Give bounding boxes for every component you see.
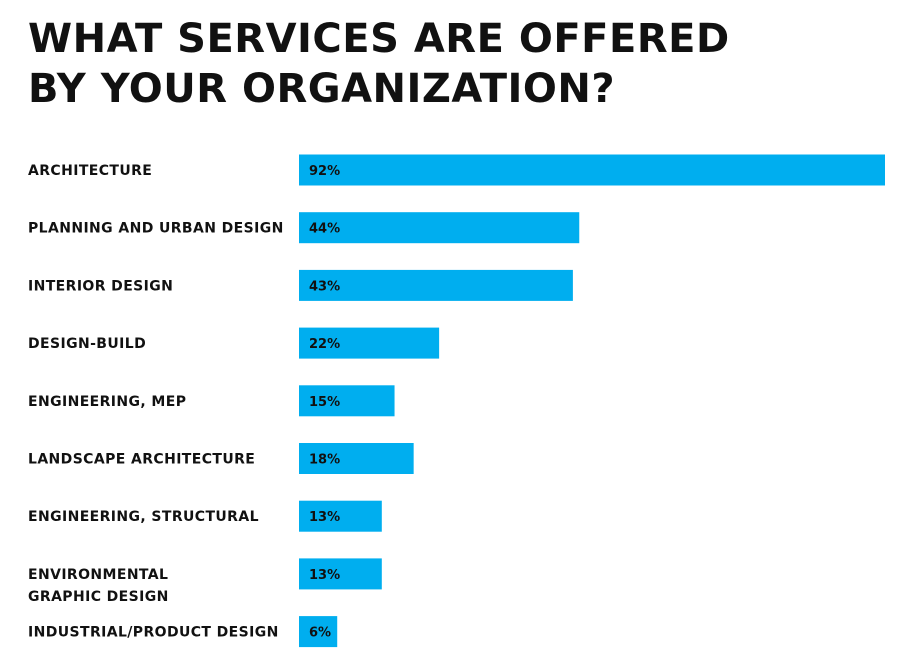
- value-label: 22%: [309, 337, 340, 352]
- value-label: 43%: [309, 279, 340, 294]
- bar: [299, 500, 382, 532]
- category-label: PLANNING AND URBAN DESIGN: [28, 221, 284, 237]
- value-label: 6%: [309, 626, 331, 641]
- category-label: INTERIOR DESIGN: [28, 278, 173, 294]
- chart-title-line-1: WHAT SERVICES ARE OFFERED: [28, 16, 730, 62]
- value-label: 13%: [309, 568, 340, 583]
- value-label: 92%: [309, 164, 340, 179]
- bar: [299, 443, 414, 474]
- bar: [299, 212, 580, 244]
- chart-title: WHAT SERVICES ARE OFFERED BY YOUR ORGANI…: [28, 14, 888, 114]
- bar: [299, 616, 338, 648]
- bar: [299, 327, 440, 359]
- value-label: 15%: [309, 395, 340, 410]
- category-label: ENGINEERING, MEP: [28, 394, 186, 410]
- category-label: LANDSCAPE ARCHITECTURE: [28, 452, 255, 468]
- category-label: DESIGN-BUILD: [28, 336, 146, 352]
- category-label: ENGINEERING, STRUCTURAL: [28, 509, 259, 525]
- bar: [299, 269, 573, 301]
- value-label: 13%: [309, 510, 340, 525]
- bar: [299, 154, 885, 186]
- category-label: INDUSTRIAL/PRODUCT DESIGN: [28, 625, 279, 641]
- bar: [299, 385, 395, 417]
- chart-title-line-2: BY YOUR ORGANIZATION?: [28, 66, 616, 112]
- value-label: 18%: [309, 453, 340, 468]
- value-label: 44%: [309, 222, 340, 237]
- category-label: ENVIRONMENTAL GRAPHIC DESIGN: [28, 567, 169, 605]
- bar: [299, 558, 382, 590]
- category-label: ARCHITECTURE: [28, 163, 152, 179]
